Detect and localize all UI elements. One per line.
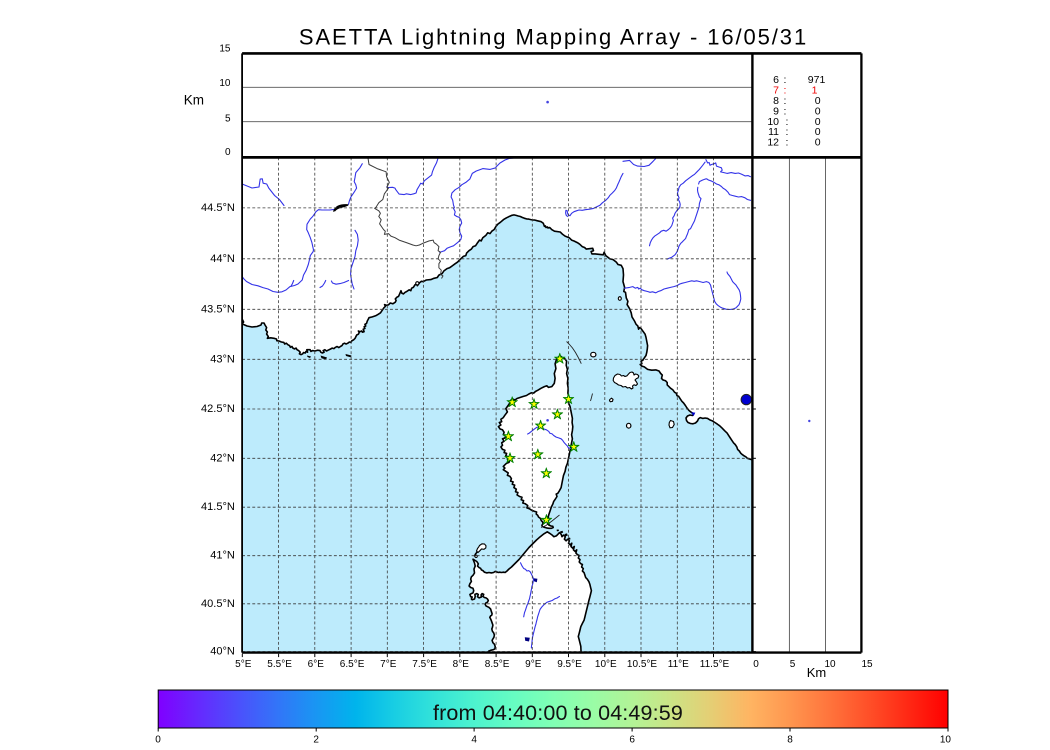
svg-text:6°E: 6°E [308, 659, 325, 670]
svg-text:0: 0 [815, 116, 821, 128]
svg-text:11°E: 11°E [668, 659, 689, 670]
svg-text::: : [786, 137, 789, 149]
svg-text:0: 0 [753, 659, 759, 670]
svg-text:5: 5 [225, 114, 231, 125]
svg-text:9°E: 9°E [525, 659, 542, 670]
svg-text:0: 0 [155, 735, 161, 746]
svg-text:0: 0 [815, 95, 821, 107]
svg-text:Km: Km [807, 665, 827, 680]
svg-text:Km: Km [184, 93, 204, 108]
svg-text:1: 1 [812, 85, 818, 97]
svg-text:41.5°N: 41.5°N [201, 501, 235, 513]
svg-text:0: 0 [815, 137, 821, 149]
svg-text:40.5°N: 40.5°N [201, 598, 235, 610]
svg-text:42°N: 42°N [210, 452, 235, 464]
svg-text:44.5°N: 44.5°N [201, 202, 235, 214]
svg-text:40°N: 40°N [210, 646, 235, 658]
svg-text::: : [786, 116, 789, 128]
svg-text:10: 10 [940, 735, 952, 746]
svg-text:8: 8 [787, 735, 793, 746]
svg-text:43.5°N: 43.5°N [201, 303, 235, 315]
svg-text:10: 10 [824, 659, 836, 670]
svg-text::: : [784, 95, 787, 107]
svg-text:2: 2 [313, 735, 319, 746]
svg-text::: : [786, 126, 789, 138]
svg-text:15: 15 [219, 44, 231, 55]
svg-text:10: 10 [767, 116, 779, 128]
svg-text:5.5°E: 5.5°E [267, 659, 292, 670]
svg-text:44°N: 44°N [210, 253, 235, 265]
svg-text:5: 5 [790, 659, 796, 670]
svg-text:6.5°E: 6.5°E [340, 659, 365, 670]
svg-text:10.5°E: 10.5°E [627, 659, 657, 670]
svg-text:8°E: 8°E [453, 659, 470, 670]
svg-text:7.5°E: 7.5°E [412, 659, 437, 670]
svg-text:5°E: 5°E [235, 659, 252, 670]
svg-text::: : [784, 85, 787, 97]
svg-text:971: 971 [808, 74, 826, 86]
svg-text:7°E: 7°E [380, 659, 397, 670]
svg-text:10: 10 [219, 78, 231, 89]
svg-text:9: 9 [773, 105, 779, 117]
svg-text:7: 7 [773, 85, 779, 97]
svg-text:6: 6 [629, 735, 635, 746]
svg-text:9.5°E: 9.5°E [557, 659, 582, 670]
svg-text:11.5°E: 11.5°E [700, 659, 730, 670]
svg-text::: : [784, 105, 787, 117]
svg-text:4: 4 [471, 735, 477, 746]
svg-text:8.5°E: 8.5°E [485, 659, 510, 670]
svg-text::: : [784, 74, 787, 86]
svg-text:10°E: 10°E [595, 659, 617, 670]
svg-text:0: 0 [815, 105, 821, 117]
svg-text:42.5°N: 42.5°N [201, 403, 235, 415]
svg-text:SAETTA Lightning Mapping Array: SAETTA Lightning Mapping Array - 16/05/3… [299, 25, 808, 50]
svg-text:0: 0 [815, 126, 821, 138]
svg-text:12: 12 [767, 137, 779, 149]
svg-text:41°N: 41°N [210, 550, 235, 562]
svg-text:11: 11 [768, 126, 779, 138]
svg-text:from 04:40:00 to 04:49:59: from 04:40:00 to 04:49:59 [433, 701, 683, 725]
svg-text:43°N: 43°N [210, 353, 235, 365]
svg-text:15: 15 [861, 659, 873, 670]
svg-text:8: 8 [773, 95, 779, 107]
svg-text:6: 6 [773, 74, 779, 86]
svg-text:0: 0 [225, 147, 231, 158]
